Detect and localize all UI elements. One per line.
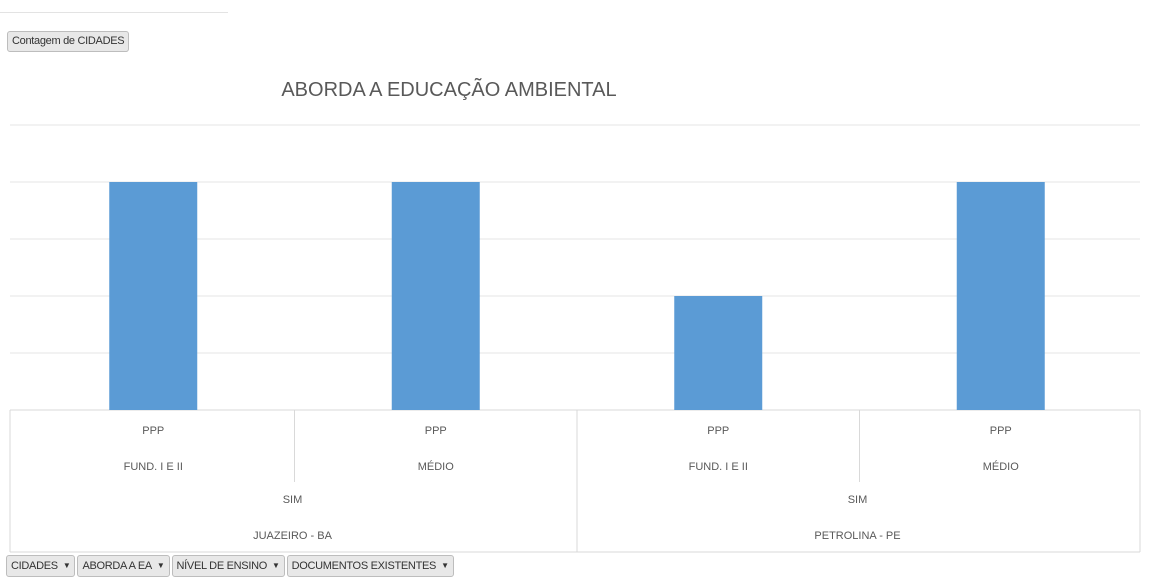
- top-divider: [0, 12, 228, 13]
- x-tick-label-nivel: FUND. I E II: [689, 461, 748, 473]
- bar: [956, 182, 1045, 410]
- axis-field-button[interactable]: ABORDA A EA ▼: [77, 555, 170, 577]
- axis-field-button[interactable]: NÍVEL DE ENSINO ▼: [171, 555, 285, 577]
- x-group-label-aborda: SIM: [283, 494, 303, 506]
- chart-title: ABORDA A EDUCAÇÃO AMBIENTAL: [281, 77, 616, 101]
- bar: [674, 296, 763, 410]
- axis-field-label: CIDADES: [11, 560, 58, 572]
- x-tick-label-documento: PPP: [707, 425, 729, 437]
- x-tick-label-documento: PPP: [142, 425, 164, 437]
- bar: [391, 182, 480, 410]
- axis-field-label: DOCUMENTOS EXISTENTES: [291, 560, 437, 572]
- x-tick-label-nivel: MÉDIO: [418, 460, 455, 473]
- x-group-label-cidade: PETROLINA - PE: [814, 530, 900, 542]
- bar: [109, 182, 198, 410]
- axis-field-button[interactable]: CIDADES ▼: [6, 555, 76, 577]
- dropdown-arrow-icon: ▼: [62, 561, 71, 570]
- x-group-label-cidade: JUAZEIRO - BA: [253, 530, 333, 542]
- axis-field-button[interactable]: DOCUMENTOS EXISTENTES ▼: [286, 555, 454, 577]
- axis-field-label: ABORDA A EA: [82, 560, 152, 572]
- chart-area: ABORDA A EDUCAÇÃO AMBIENTAL PPP FUND. I E …: [9, 77, 1141, 553]
- x-tick-label-documento: PPP: [990, 425, 1012, 437]
- dropdown-arrow-icon: ▼: [156, 561, 165, 570]
- value-field-button[interactable]: Contagem de CIDADES: [7, 31, 130, 52]
- x-tick-label-documento: PPP: [425, 425, 447, 437]
- x-tick-label-nivel: FUND. I E II: [124, 461, 183, 473]
- dropdown-arrow-icon: ▼: [441, 561, 449, 570]
- x-tick-label-nivel: MÉDIO: [983, 460, 1020, 473]
- x-group-label-aborda: SIM: [848, 494, 868, 506]
- axis-field-bar: CIDADES ▼ ABORDA A EA ▼ NÍVEL DE ENSINO ▼ DOCU…: [6, 555, 454, 577]
- axis-field-label: NÍVEL DE ENSINO: [176, 560, 268, 572]
- dropdown-arrow-icon: ▼: [271, 561, 280, 570]
